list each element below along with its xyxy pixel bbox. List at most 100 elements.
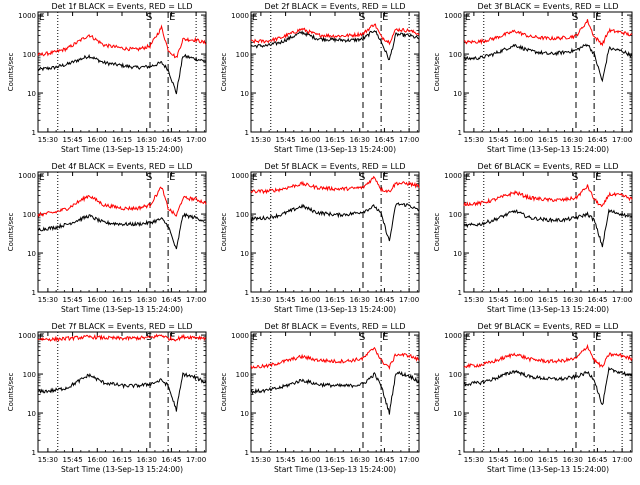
events-series-line bbox=[250, 202, 420, 242]
detector-panel-5: Det 5f BLACK = Events, RED = LLD 1 10 100 10… bbox=[220, 162, 420, 314]
x-tick-label: 16:30 bbox=[137, 136, 157, 144]
x-tick-label: 16:15 bbox=[538, 136, 558, 144]
panel-title: Det 9f BLACK = Events, RED = LLD bbox=[477, 322, 618, 331]
plot-frame bbox=[463, 331, 633, 453]
x-tick-label: 16:15 bbox=[112, 456, 132, 464]
y-tick-label: 1 bbox=[245, 289, 249, 297]
detector-panel-6: Det 6f BLACK = Events, RED = LLD 1 10 100 10… bbox=[433, 162, 633, 314]
x-tick-label: 16:15 bbox=[112, 296, 132, 304]
events-series-line bbox=[463, 208, 633, 248]
plot-frame bbox=[250, 331, 420, 453]
y-tick-label: 1 bbox=[458, 289, 462, 297]
s-marker: S bbox=[359, 332, 365, 343]
panel-title: Det 6f BLACK = Events, RED = LLD bbox=[477, 162, 618, 171]
x-tick-label: 16:45 bbox=[587, 456, 607, 464]
events-series-line bbox=[37, 212, 207, 250]
detector-panel-4: Det 4f BLACK = Events, RED = LLD 1 10 100 10… bbox=[7, 162, 207, 314]
x-tick-label: 16:00 bbox=[513, 296, 533, 304]
x-tick-label: 16:15 bbox=[325, 456, 345, 464]
x-tick-label: 16:45 bbox=[587, 136, 607, 144]
detector-panel-9: Det 9f BLACK = Events, RED = LLD 1 10 100 10… bbox=[433, 322, 633, 474]
detector-panel-3: Det 3f BLACK = Events, RED = LLD 1 10 100 10… bbox=[433, 2, 633, 154]
y-tick-label: 100 bbox=[449, 51, 462, 59]
events-series-line bbox=[463, 43, 633, 83]
panel-title: Det 4f BLACK = Events, RED = LLD bbox=[51, 162, 192, 171]
y-tick-label: 10 bbox=[453, 90, 462, 98]
e-marker-left: E bbox=[39, 13, 45, 23]
e-marker-right: E bbox=[169, 12, 175, 23]
x-tick-label: 16:15 bbox=[325, 296, 345, 304]
y-axis-label: Counts/sec bbox=[7, 53, 15, 92]
x-axis-label: Start Time (13-Sep-13 15:24:00) bbox=[487, 305, 609, 314]
x-tick-label: 15:30 bbox=[251, 456, 271, 464]
e-marker-left: E bbox=[465, 13, 471, 23]
x-tick-label: 17:00 bbox=[399, 456, 419, 464]
x-tick-label: 16:45 bbox=[161, 296, 181, 304]
x-tick-label: 15:45 bbox=[488, 296, 508, 304]
y-tick-label: 100 bbox=[23, 211, 36, 219]
lld-series-line bbox=[463, 343, 633, 369]
y-tick-label: 1 bbox=[458, 129, 462, 137]
e-marker-left: E bbox=[39, 173, 45, 183]
x-tick-label: 15:30 bbox=[38, 296, 58, 304]
x-axis-label: Start Time (13-Sep-13 15:24:00) bbox=[274, 465, 396, 474]
events-series-line bbox=[37, 372, 207, 412]
plot-frame bbox=[463, 171, 633, 293]
y-tick-label: 1 bbox=[32, 129, 36, 137]
x-tick-label: 16:45 bbox=[374, 136, 394, 144]
y-tick-label: 10 bbox=[27, 90, 36, 98]
x-tick-label: 16:00 bbox=[513, 456, 533, 464]
e-marker-right: E bbox=[382, 332, 388, 343]
e-marker-right: E bbox=[382, 172, 388, 183]
x-axis-label: Start Time (13-Sep-13 15:24:00) bbox=[487, 145, 609, 154]
x-tick-label: 15:45 bbox=[275, 296, 295, 304]
x-axis-label: Start Time (13-Sep-13 15:24:00) bbox=[274, 145, 396, 154]
lld-series-line bbox=[463, 19, 633, 47]
y-axis-label: Counts/sec bbox=[7, 373, 15, 412]
s-marker: S bbox=[572, 172, 578, 183]
y-tick-label: 1000 bbox=[444, 172, 462, 180]
y-tick-label: 1000 bbox=[444, 332, 462, 340]
x-tick-label: 15:30 bbox=[464, 456, 484, 464]
events-series-line bbox=[37, 53, 207, 95]
y-tick-label: 1000 bbox=[231, 12, 249, 20]
x-tick-label: 16:45 bbox=[161, 136, 181, 144]
x-tick-label: 15:30 bbox=[251, 296, 271, 304]
e-marker-left: E bbox=[465, 173, 471, 183]
s-marker: S bbox=[146, 172, 152, 183]
e-marker-right: E bbox=[595, 332, 601, 343]
x-tick-label: 15:45 bbox=[62, 136, 82, 144]
x-tick-label: 16:15 bbox=[325, 136, 345, 144]
x-tick-label: 15:45 bbox=[62, 456, 82, 464]
y-axis-label: Counts/sec bbox=[433, 373, 441, 412]
y-tick-label: 1000 bbox=[231, 172, 249, 180]
x-tick-label: 16:30 bbox=[350, 296, 370, 304]
x-tick-label: 16:30 bbox=[563, 296, 583, 304]
x-tick-label: 16:00 bbox=[300, 136, 320, 144]
x-tick-label: 16:45 bbox=[161, 456, 181, 464]
y-tick-label: 1 bbox=[458, 449, 462, 457]
plot-frame bbox=[250, 11, 420, 133]
y-axis-label: Counts/sec bbox=[220, 213, 228, 252]
y-axis-label: Counts/sec bbox=[220, 53, 228, 92]
panel-title: Det 7f BLACK = Events, RED = LLD bbox=[51, 322, 192, 331]
x-axis-label: Start Time (13-Sep-13 15:24:00) bbox=[274, 305, 396, 314]
e-marker-left: E bbox=[252, 333, 258, 343]
x-tick-label: 16:30 bbox=[137, 456, 157, 464]
y-tick-label: 100 bbox=[449, 211, 462, 219]
s-marker: S bbox=[359, 12, 365, 23]
s-marker: S bbox=[146, 12, 152, 23]
y-tick-label: 10 bbox=[453, 410, 462, 418]
x-tick-label: 15:45 bbox=[488, 136, 508, 144]
y-tick-label: 100 bbox=[236, 211, 249, 219]
x-tick-label: 16:00 bbox=[87, 456, 107, 464]
y-tick-label: 10 bbox=[240, 410, 249, 418]
y-tick-label: 1000 bbox=[18, 12, 36, 20]
panel-title: Det 2f BLACK = Events, RED = LLD bbox=[264, 2, 405, 11]
s-marker: S bbox=[572, 332, 578, 343]
e-marker-left: E bbox=[252, 173, 258, 183]
x-axis-label: Start Time (13-Sep-13 15:24:00) bbox=[61, 145, 183, 154]
x-tick-label: 17:00 bbox=[612, 456, 632, 464]
x-tick-label: 16:30 bbox=[563, 136, 583, 144]
